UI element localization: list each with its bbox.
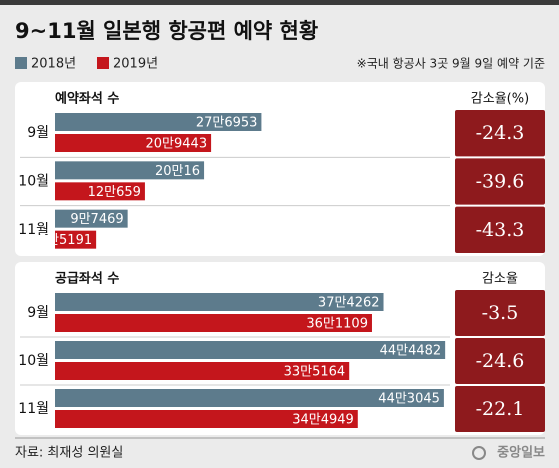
bar	[55, 410, 358, 428]
change-box	[455, 290, 545, 336]
legend-label: 2018년	[31, 57, 76, 72]
change-label: -24.3	[476, 122, 525, 144]
value-label: 27만6953	[196, 116, 258, 131]
source: 자료: 최재성 의원실	[15, 446, 123, 461]
change-label: -24.6	[476, 350, 525, 372]
change-box	[455, 386, 545, 432]
value-label: 5만5191	[39, 233, 92, 248]
change-box	[455, 158, 545, 205]
bar	[55, 161, 205, 180]
change-title: 감소율(%)	[471, 92, 529, 107]
bar	[55, 362, 350, 380]
legend-label: 2019년	[113, 57, 158, 72]
legend-swatch	[15, 57, 27, 69]
title: 9~11월 일본행 항공편 예약 현황	[15, 19, 318, 43]
change-box	[455, 338, 545, 384]
change-box	[455, 206, 545, 253]
bar	[55, 113, 262, 131]
category-label: 9월	[27, 305, 49, 321]
bar	[55, 182, 145, 201]
change-box	[455, 110, 545, 157]
legend-swatch	[97, 57, 109, 69]
value-label: 44만4482	[380, 344, 442, 359]
panel-title: 예약좌석 수	[55, 91, 119, 107]
bar	[55, 341, 446, 359]
category-label: 11월	[18, 401, 49, 417]
change-label: -3.5	[482, 302, 519, 324]
logo: 중앙일보	[497, 445, 545, 461]
bar	[55, 134, 212, 152]
category-label: 10월	[18, 174, 49, 190]
panel-title: 공급좌석 수	[55, 271, 119, 287]
value-label: 36만1109	[306, 317, 368, 332]
value-label: 33만5164	[284, 365, 346, 380]
value-label: 9만7469	[70, 212, 123, 227]
value-label: 37만4262	[318, 296, 380, 311]
bar	[55, 314, 372, 332]
change-label: -22.1	[476, 398, 525, 420]
category-label: 11월	[18, 222, 49, 238]
value-label: 20만16	[155, 164, 200, 179]
bar	[55, 293, 384, 311]
bar	[55, 389, 444, 407]
change-label: -39.6	[476, 171, 525, 193]
value-label: 44만3045	[378, 392, 440, 407]
top-bar	[0, 0, 559, 5]
change-label: -43.3	[476, 219, 525, 241]
category-label: 10월	[18, 353, 49, 369]
value-label: 12만659	[88, 185, 141, 200]
logo-icon	[472, 446, 486, 460]
bar	[55, 209, 128, 228]
change-title: 감소율	[482, 272, 518, 287]
bar	[55, 230, 97, 249]
value-label: 34만4949	[292, 413, 354, 428]
value-label: 20만9443	[146, 137, 208, 152]
note: ※국내 항공사 3곳 9월 9일 예약 기준	[357, 56, 545, 71]
category-label: 9월	[27, 125, 49, 141]
